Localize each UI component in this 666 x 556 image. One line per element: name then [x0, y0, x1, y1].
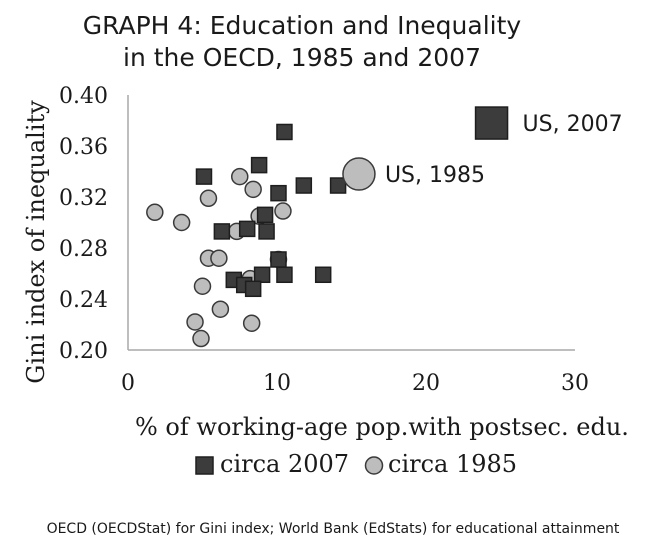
us-2007-marker — [474, 106, 509, 140]
point-circa-2007 — [270, 251, 287, 268]
y-tick-label: 0.32 — [59, 186, 108, 211]
point-circa-1985 — [244, 180, 262, 199]
us-1985-marker — [342, 157, 376, 191]
point-circa-2007 — [295, 177, 313, 194]
legend: circa 2007 circa 1985 — [195, 450, 517, 478]
point-circa-2007 — [253, 266, 271, 284]
point-circa-1985 — [186, 313, 204, 331]
point-circa-2007 — [276, 266, 293, 284]
y-tick-label: 0.36 — [59, 135, 108, 160]
point-circa-1985 — [231, 167, 249, 186]
point-circa-2007 — [258, 223, 275, 240]
y-tick-label: 0.28 — [59, 237, 108, 262]
point-circa-2007 — [256, 206, 274, 224]
point-circa-2007 — [195, 168, 213, 185]
y-tick-label: 0.24 — [59, 288, 108, 313]
y-axis-label: Gini index of inequality — [22, 100, 50, 384]
point-circa-2007 — [250, 156, 268, 174]
point-circa-1985 — [146, 203, 164, 222]
x-tick-label: 20 — [412, 371, 440, 396]
x-tick-labels: 0 10 20 30 — [121, 371, 589, 396]
x-tick-label: 30 — [561, 371, 589, 396]
y-tick-labels: 0.20 0.24 0.28 0.32 0.36 0.40 — [59, 84, 108, 364]
point-circa-1985 — [211, 300, 230, 318]
us-annotations: US, 2007 US, 1985 — [342, 106, 623, 191]
point-circa-2007 — [314, 266, 332, 284]
legend-circle-marker — [364, 456, 384, 475]
x-tick-label: 0 — [121, 371, 135, 396]
point-circa-1985 — [172, 213, 191, 232]
legend-label-2007: circa 2007 — [220, 450, 349, 478]
point-circa-2007 — [270, 184, 287, 202]
x-axis-label: % of working-age pop.with postsec. edu. — [135, 413, 629, 441]
point-circa-2007 — [244, 280, 262, 298]
point-circa-1985 — [193, 277, 212, 295]
point-circa-1985 — [199, 189, 218, 208]
point-circa-1985 — [210, 249, 228, 267]
series-circa-2007 — [195, 123, 347, 298]
us-2007-label: US, 2007 — [523, 112, 623, 137]
y-tick-label: 0.40 — [59, 84, 108, 109]
point-circa-1985 — [192, 329, 210, 348]
point-circa-2007 — [276, 123, 293, 141]
chart-title-line-2: in the OECD, 1985 and 2007 — [123, 43, 481, 72]
x-tick-label: 10 — [263, 371, 291, 396]
point-circa-2007 — [213, 223, 231, 240]
legend-label-1985: circa 1985 — [388, 450, 517, 478]
point-circa-2007 — [329, 177, 347, 194]
y-tick-label: 0.20 — [59, 339, 108, 364]
chart-title-line-1: GRAPH 4: Education and Inequality — [83, 11, 522, 40]
point-circa-1985 — [274, 202, 292, 220]
legend-square-marker — [195, 456, 214, 475]
series-circa-1985 — [146, 167, 292, 348]
point-circa-2007 — [238, 220, 256, 238]
source-note: OECD (OECDStat) for Gini index; World Ba… — [47, 521, 620, 537]
point-circa-1985 — [242, 314, 261, 332]
chart-axes — [127, 95, 575, 351]
us-1985-label: US, 1985 — [385, 163, 485, 188]
